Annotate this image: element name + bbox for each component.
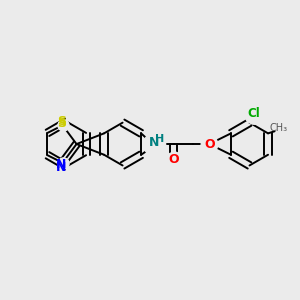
Text: CH₃: CH₃: [270, 123, 288, 133]
Text: Cl: Cl: [248, 107, 260, 120]
Text: N: N: [56, 161, 66, 174]
Text: O: O: [204, 138, 215, 151]
Text: H: H: [155, 134, 164, 144]
Text: N: N: [56, 158, 66, 171]
Text: S: S: [57, 115, 66, 128]
Text: N: N: [149, 136, 160, 149]
Text: O: O: [168, 153, 179, 166]
Text: S: S: [57, 117, 66, 130]
